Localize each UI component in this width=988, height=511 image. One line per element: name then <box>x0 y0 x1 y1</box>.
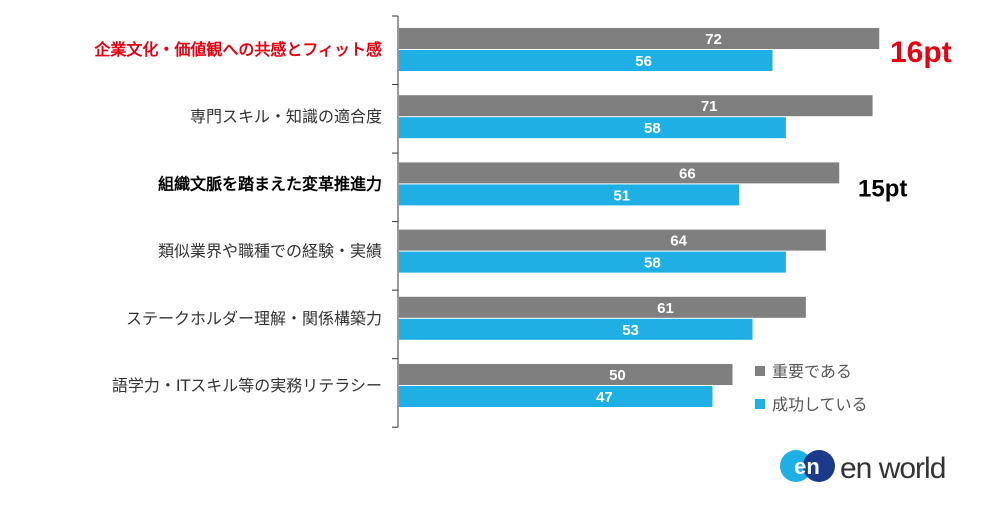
data-label: 58 <box>644 255 661 272</box>
logo-circle-left <box>780 450 812 482</box>
annotations: 16pt 15pt <box>858 36 952 202</box>
enworld-logo: en en world <box>780 450 946 485</box>
data-label: 66 <box>679 165 696 182</box>
logo-circle-right <box>803 450 835 482</box>
data-label: 72 <box>705 31 722 48</box>
gap-annotation: 15pt <box>858 175 907 202</box>
legend-swatch <box>755 399 765 409</box>
bar <box>399 184 740 206</box>
bar <box>399 117 786 139</box>
category-labels: 企業文化・価値観への共感とフィット感専門スキル・知識の適合度組織文脈を踏まえた変… <box>93 40 382 395</box>
bar <box>399 95 873 117</box>
data-label: 51 <box>613 187 630 204</box>
category-label: ステークホルダー理解・関係構築力 <box>126 309 382 328</box>
data-label: 64 <box>670 233 687 250</box>
data-label: 47 <box>596 389 613 406</box>
bars: 72 56 71 58 66 51 64 58 61 53 50 47 <box>399 28 880 407</box>
bar <box>399 251 786 273</box>
bar <box>399 296 806 318</box>
bar <box>399 318 753 340</box>
data-label: 58 <box>644 120 661 137</box>
bar <box>399 28 880 49</box>
legend-swatch <box>755 366 765 376</box>
bar <box>399 162 840 184</box>
logo-mark: en <box>794 454 820 479</box>
logo-text: en world <box>840 452 945 485</box>
data-label: 56 <box>635 53 652 70</box>
data-label: 71 <box>701 98 718 115</box>
data-label: 53 <box>622 322 639 339</box>
category-axis <box>392 15 399 428</box>
category-label: 語学力・ITスキル等の実務リテラシー <box>112 376 382 395</box>
category-label: 組織文脈を踏まえた変革推進力 <box>158 174 382 193</box>
legend-label: 重要である <box>772 362 852 381</box>
gap-annotation: 16pt <box>890 36 952 69</box>
bar <box>399 364 733 385</box>
bar <box>399 386 713 407</box>
category-label: 企業文化・価値観への共感とフィット感 <box>93 40 382 59</box>
category-label: 類似業界や職種での経験・実績 <box>158 242 382 261</box>
bar <box>399 50 773 71</box>
data-label: 50 <box>609 367 626 384</box>
data-label: 61 <box>657 300 674 317</box>
bar <box>399 229 826 251</box>
category-label: 専門スキル・知識の適合度 <box>190 107 382 126</box>
legend-label: 成功している <box>772 395 868 414</box>
